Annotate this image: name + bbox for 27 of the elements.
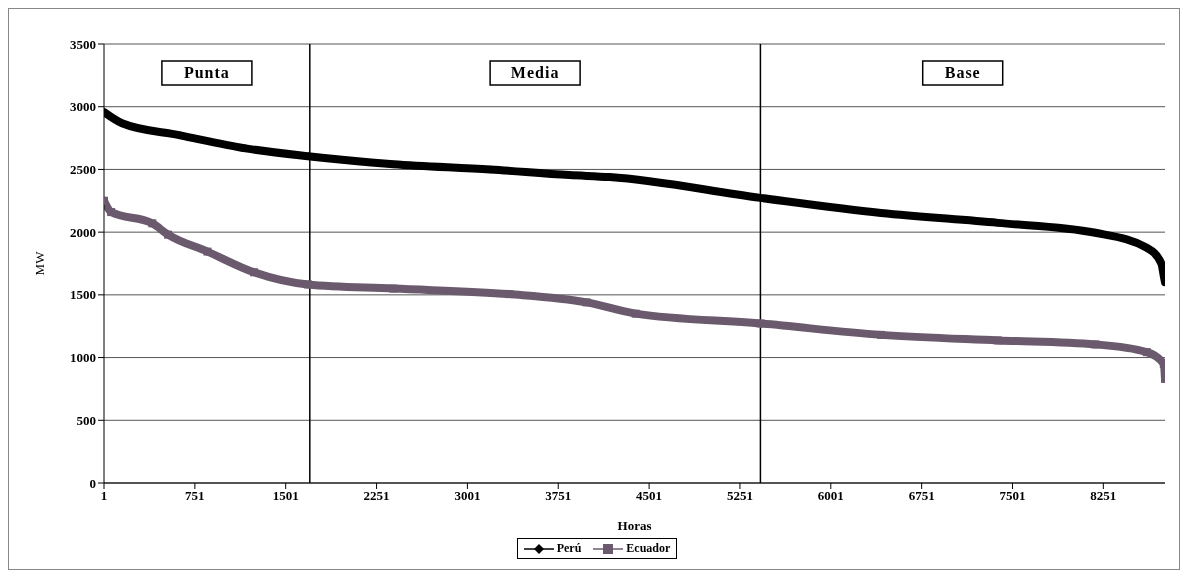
x-tick-label: 8251 [1090, 488, 1117, 504]
y-tick-label: 2000 [70, 224, 96, 240]
y-tick-label: 3000 [70, 99, 96, 115]
y-tick-label: 2500 [70, 162, 96, 178]
x-tick-label: 2251 [363, 488, 390, 504]
x-tick-label: 3001 [454, 488, 481, 504]
legend-label: Ecuador [626, 541, 671, 556]
y-tick-label: 0 [89, 475, 96, 491]
annotation: Base [944, 64, 981, 81]
x-tick-label: 4501 [636, 488, 663, 504]
x-tick-label: 3751 [545, 488, 572, 504]
annotation: Media [510, 64, 560, 81]
y-tick-label: 3500 [70, 36, 96, 52]
x-tick-label: 6751 [908, 488, 935, 504]
x-tick-label: 1 [100, 488, 108, 504]
x-tick-label: 751 [185, 488, 205, 504]
y-tick-label: 500 [76, 412, 96, 428]
y-tick-label: 1500 [70, 287, 96, 303]
legend-label: Perú [556, 541, 582, 556]
x-axis-title: Horas [617, 518, 652, 533]
x-tick-label: 6001 [817, 488, 844, 504]
x-tick-label: 5251 [726, 488, 753, 504]
x-tick-label: 1501 [272, 488, 299, 504]
y-tick-label: 1000 [70, 350, 96, 366]
y-axis-title: MW [31, 250, 47, 276]
x-tick-label: 7501 [999, 488, 1026, 504]
annotation: Punta [183, 64, 230, 81]
